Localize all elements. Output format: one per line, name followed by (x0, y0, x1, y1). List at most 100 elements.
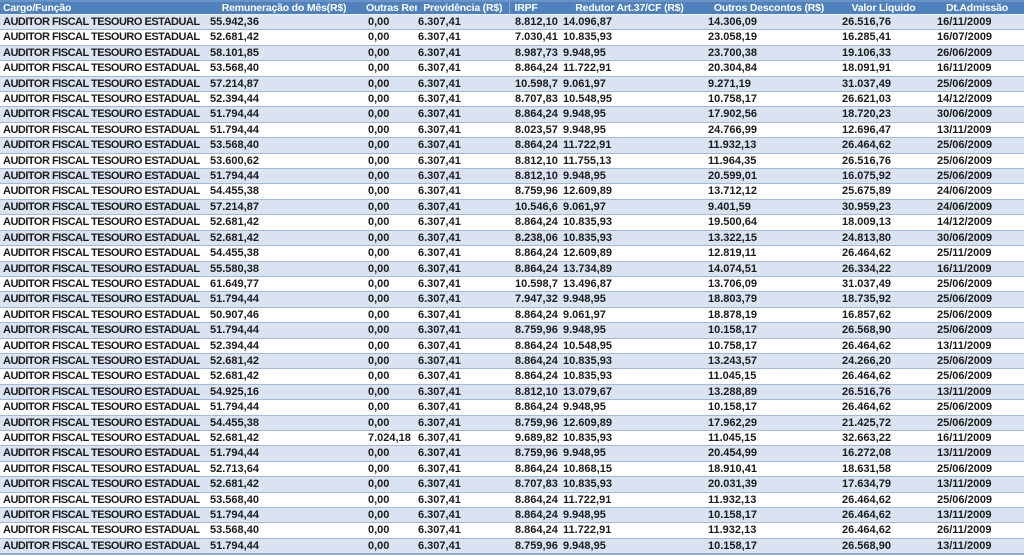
cell-redutor-art37-cf: 9.948,95 (558, 322, 701, 339)
column-header-valor-liquido: Valor Líquido (837, 0, 930, 15)
table-row: AUDITOR FISCAL TESOURO ESTADUAL 53.568,40… (0, 60, 1024, 77)
column-header-dt-admissao: Dt.Admissão (930, 0, 1024, 15)
cell-previdencia: 6.307,41 (417, 538, 509, 555)
cell-irpf: 9.689,82 (509, 430, 558, 447)
cell-remuneracao-do-mes: 51.794,44 (205, 322, 363, 339)
cell-outros-descontos: 18.910,41 (701, 461, 837, 478)
cell-outros-descontos: 10.158,17 (701, 507, 837, 524)
cell-remuneracao-do-mes: 51.794,44 (205, 168, 363, 185)
cell-irpf: 8.864,24 (509, 338, 558, 354)
cell-dt-admissao: 25/11/2009 (930, 245, 1024, 262)
cell-irpf: 7.030,41 (509, 29, 558, 46)
cell-irpf: 8.759,96 (509, 415, 558, 431)
cell-redutor-art37-cf: 9.948,95 (558, 45, 701, 62)
cell-outras-remuneracoes: 0,00 (363, 60, 417, 77)
cell-dt-admissao: 26/06/2009 (930, 45, 1024, 62)
cell-dt-admissao: 25/06/2009 (930, 153, 1024, 170)
cell-dt-admissao: 16/11/2009 (930, 14, 1024, 31)
cell-redutor-art37-cf: 14.096,87 (558, 14, 701, 31)
cell-redutor-art37-cf: 11.722,91 (558, 137, 701, 154)
cell-redutor-art37-cf: 10.835,93 (558, 214, 701, 231)
cell-redutor-art37-cf: 11.722,91 (558, 492, 701, 509)
cell-irpf: 8.864,24 (509, 461, 558, 478)
cell-outros-descontos: 23.058,19 (701, 29, 837, 46)
cell-previdencia: 6.307,41 (417, 199, 509, 216)
table-body: AUDITOR FISCAL TESOURO ESTADUAL 55.942,36… (0, 14, 1024, 555)
cell-redutor-art37-cf: 9.948,95 (558, 106, 701, 123)
cell-dt-admissao: 25/06/2009 (930, 322, 1024, 339)
cell-remuneracao-do-mes: 52.681,42 (205, 353, 363, 370)
cell-outros-descontos: 13.712,12 (701, 183, 837, 200)
cell-previdencia: 6.307,41 (417, 384, 509, 401)
cell-dt-admissao: 25/06/2009 (930, 168, 1024, 185)
cell-remuneracao-do-mes: 53.600,62 (205, 153, 363, 170)
cell-dt-admissao: 13/11/2009 (930, 507, 1024, 524)
cell-remuneracao-do-mes: 53.568,40 (205, 60, 363, 77)
cell-valor-liquido: 12.696,47 (837, 122, 930, 139)
cell-previdencia: 6.307,41 (417, 522, 509, 539)
cell-previdencia: 6.307,41 (417, 353, 509, 370)
cell-outros-descontos: 18.878,19 (701, 307, 837, 324)
cell-valor-liquido: 18.631,58 (837, 461, 930, 478)
cell-remuneracao-do-mes: 51.794,44 (205, 106, 363, 123)
cell-redutor-art37-cf: 9.948,95 (558, 507, 701, 524)
cell-cargo-funcao: AUDITOR FISCAL TESOURO ESTADUAL (0, 307, 205, 324)
cell-outras-remuneracoes: 0,00 (363, 214, 417, 231)
cell-cargo-funcao: AUDITOR FISCAL TESOURO ESTADUAL (0, 368, 205, 385)
cell-remuneracao-do-mes: 61.649,77 (205, 276, 363, 293)
cell-dt-admissao: 13/11/2009 (930, 476, 1024, 493)
cell-redutor-art37-cf: 11.755,13 (558, 153, 701, 170)
cell-irpf: 8.864,24 (509, 507, 558, 524)
table-row: AUDITOR FISCAL TESOURO ESTADUAL 53.568,40… (0, 522, 1024, 539)
cell-redutor-art37-cf: 11.722,91 (558, 60, 701, 77)
cell-outras-remuneracoes: 0,00 (363, 14, 417, 31)
cell-remuneracao-do-mes: 57.214,87 (205, 76, 363, 93)
table-row: AUDITOR FISCAL TESOURO ESTADUAL 51.794,44… (0, 291, 1024, 308)
cell-cargo-funcao: AUDITOR FISCAL TESOURO ESTADUAL (0, 245, 205, 262)
cell-remuneracao-do-mes: 54.455,38 (205, 415, 363, 431)
cell-previdencia: 6.307,41 (417, 137, 509, 154)
header-row: Cargo/Função Remuneração do Mês(R$) Outras… (0, 0, 1024, 15)
cell-valor-liquido: 26.464,62 (837, 245, 930, 262)
cell-cargo-funcao: AUDITOR FISCAL TESOURO ESTADUAL (0, 353, 205, 370)
cell-redutor-art37-cf: 9.948,95 (558, 538, 701, 555)
cell-irpf: 8.023,57 (509, 122, 558, 139)
cell-dt-admissao: 25/06/2009 (930, 368, 1024, 385)
cell-previdencia: 6.307,41 (417, 168, 509, 185)
cell-irpf: 8.238,06 (509, 230, 558, 247)
cell-outras-remuneracoes: 0,00 (363, 522, 417, 539)
cell-cargo-funcao: AUDITOR FISCAL TESOURO ESTADUAL (0, 60, 205, 77)
cell-valor-liquido: 16.857,62 (837, 307, 930, 324)
table-row: AUDITOR FISCAL TESOURO ESTADUAL 52.394,44… (0, 338, 1024, 354)
cell-previdencia: 6.307,41 (417, 338, 509, 354)
cell-outros-descontos: 11.932,13 (701, 137, 837, 154)
cell-irpf: 8.987,73 (509, 45, 558, 62)
cell-dt-admissao: 16/07/2009 (930, 29, 1024, 46)
cell-remuneracao-do-mes: 54.455,38 (205, 183, 363, 200)
cell-redutor-art37-cf: 9.948,95 (558, 445, 701, 462)
cell-irpf: 8.812,10 (509, 153, 558, 170)
cell-outras-remuneracoes: 0,00 (363, 276, 417, 293)
cell-valor-liquido: 19.106,33 (837, 45, 930, 62)
cell-valor-liquido: 25.675,89 (837, 183, 930, 200)
table-row: AUDITOR FISCAL TESOURO ESTADUAL 52.681,42… (0, 476, 1024, 493)
cell-remuneracao-do-mes: 52.394,44 (205, 338, 363, 354)
table-row: AUDITOR FISCAL TESOURO ESTADUAL 51.794,44… (0, 106, 1024, 123)
cell-dt-admissao: 16/11/2009 (930, 430, 1024, 447)
cell-redutor-art37-cf: 9.948,95 (558, 122, 701, 139)
cell-redutor-art37-cf: 10.548,95 (558, 338, 701, 354)
cell-valor-liquido: 18.720,23 (837, 106, 930, 123)
table-row: AUDITOR FISCAL TESOURO ESTADUAL 50.907,46… (0, 307, 1024, 324)
cell-cargo-funcao: AUDITOR FISCAL TESOURO ESTADUAL (0, 76, 205, 93)
cell-valor-liquido: 31.037,49 (837, 276, 930, 293)
cell-dt-admissao: 14/12/2009 (930, 91, 1024, 108)
table-row: AUDITOR FISCAL TESOURO ESTADUAL 51.794,44… (0, 122, 1024, 139)
cell-valor-liquido: 26.464,62 (837, 137, 930, 154)
cell-outras-remuneracoes: 0,00 (363, 261, 417, 277)
cell-cargo-funcao: AUDITOR FISCAL TESOURO ESTADUAL (0, 214, 205, 231)
cell-dt-admissao: 14/12/2009 (930, 214, 1024, 231)
cell-remuneracao-do-mes: 52.681,42 (205, 430, 363, 447)
cell-dt-admissao: 30/06/2009 (930, 230, 1024, 247)
cell-outras-remuneracoes: 0,00 (363, 399, 417, 416)
